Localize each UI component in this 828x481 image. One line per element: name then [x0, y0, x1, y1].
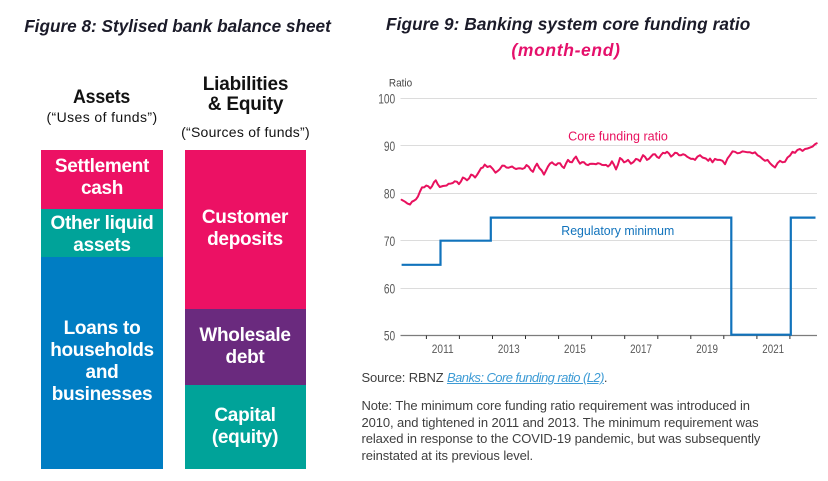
svg-text:70: 70 [384, 234, 395, 249]
svg-text:2021: 2021 [762, 342, 784, 356]
svg-text:2015: 2015 [564, 342, 586, 356]
svg-text:2017: 2017 [630, 342, 652, 356]
svg-text:50: 50 [384, 329, 395, 344]
svg-text:Ratio: Ratio [389, 78, 412, 90]
svg-text:2013: 2013 [498, 342, 520, 356]
svg-text:90: 90 [384, 139, 395, 154]
svg-text:2019: 2019 [696, 342, 718, 356]
svg-text:80: 80 [384, 187, 395, 202]
svg-text:100: 100 [378, 92, 395, 107]
svg-text:60: 60 [384, 281, 395, 296]
svg-text:2011: 2011 [432, 342, 454, 356]
svg-text:Core funding ratio: Core funding ratio [568, 128, 668, 143]
svg-text:Regulatory minimum: Regulatory minimum [561, 223, 674, 238]
